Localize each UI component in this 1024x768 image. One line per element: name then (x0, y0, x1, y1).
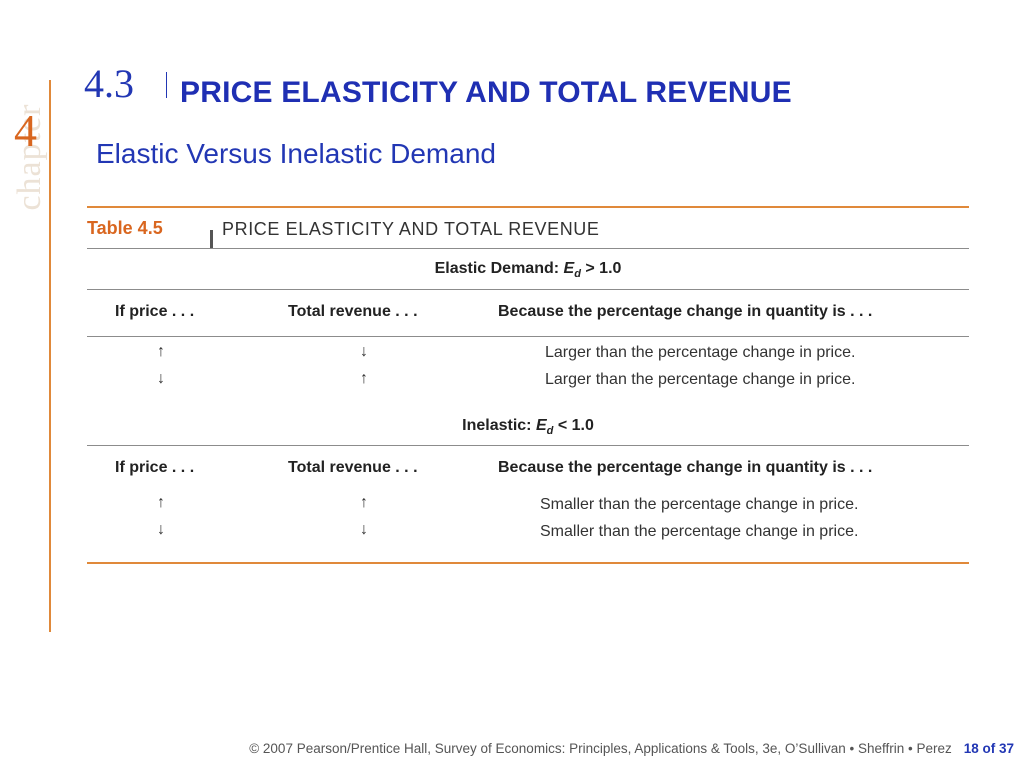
table-cell-revenue: ↑ (360, 370, 368, 387)
header-revenue: Total revenue . . . (288, 303, 418, 320)
inelastic-heading: Inelastic: Ed < 1.0 (87, 407, 969, 445)
table-cell-revenue: ↓ (360, 521, 368, 538)
inelastic-subscript: d (546, 425, 554, 438)
page-counter: 18 of 37 (963, 741, 1014, 756)
inelastic-column-headers: If price . . . Total revenue . . . Becau… (87, 446, 969, 492)
inelastic-rows: ↑ ↑ Smaller than the percentage change i… (87, 492, 969, 562)
table-label: Table 4.5 (87, 218, 163, 238)
caption-separator (210, 230, 213, 248)
slide-subtitle: Elastic Versus Inelastic Demand (96, 138, 496, 169)
table-caption: Table 4.5 PRICE ELASTICITY AND TOTAL REV… (87, 208, 969, 248)
table-title: PRICE ELASTICITY AND TOTAL REVENUE (222, 219, 600, 239)
table-cell-reason: Smaller than the percentage change in pr… (540, 496, 859, 513)
elastic-heading: Elastic Demand: Ed > 1.0 (87, 249, 969, 289)
rule (87, 445, 969, 446)
elastic-prefix: Elastic Demand: (434, 260, 560, 277)
rule (87, 336, 969, 337)
inelastic-prefix: Inelastic: (462, 417, 532, 434)
elastic-condition: > 1.0 (585, 260, 622, 277)
table-cell-price: ↑ (157, 343, 165, 360)
rule (87, 289, 969, 290)
header-reason: Because the percentage change in quantit… (498, 459, 873, 476)
chapter-number: 4 (14, 105, 37, 156)
inelastic-symbol: E (535, 417, 547, 434)
elastic-column-headers: If price . . . Total revenue . . . Becau… (87, 290, 969, 336)
elastic-rows: ↑ ↓ Larger than the percentage change in… (87, 337, 969, 407)
table-cell-reason: Smaller than the percentage change in pr… (540, 523, 859, 540)
section-title: PRICE ELASTICITY AND TOTAL REVENUE (180, 76, 792, 109)
side-divider (49, 80, 51, 632)
elasticity-table: Table 4.5 PRICE ELASTICITY AND TOTAL REV… (87, 206, 969, 564)
inelastic-condition: < 1.0 (557, 417, 594, 434)
section-number: 4.3 (84, 61, 134, 106)
header-price: If price . . . (115, 459, 195, 476)
elastic-subscript: d (574, 268, 581, 281)
section-separator (166, 72, 167, 98)
table-cell-price: ↓ (157, 521, 165, 538)
table-cell-price: ↓ (157, 370, 165, 387)
table-top-rule (87, 206, 969, 208)
header-reason: Because the percentage change in quantit… (498, 303, 873, 320)
table-cell-price: ↑ (157, 494, 165, 511)
table-cell-revenue: ↑ (360, 494, 368, 511)
table-cell-reason: Larger than the percentage change in pri… (545, 371, 856, 388)
header-price: If price . . . (115, 303, 195, 320)
table-bottom-rule (87, 562, 969, 564)
rule (87, 248, 969, 249)
table-cell-reason: Larger than the percentage change in pri… (545, 344, 856, 361)
footer-credit: © 2007 Pearson/Prentice Hall, Survey of … (249, 741, 952, 756)
header-revenue: Total revenue . . . (288, 459, 418, 476)
elastic-symbol: E (563, 260, 575, 277)
slide-footer: © 2007 Pearson/Prentice Hall, Survey of … (0, 741, 1014, 756)
table-cell-revenue: ↓ (360, 343, 368, 360)
